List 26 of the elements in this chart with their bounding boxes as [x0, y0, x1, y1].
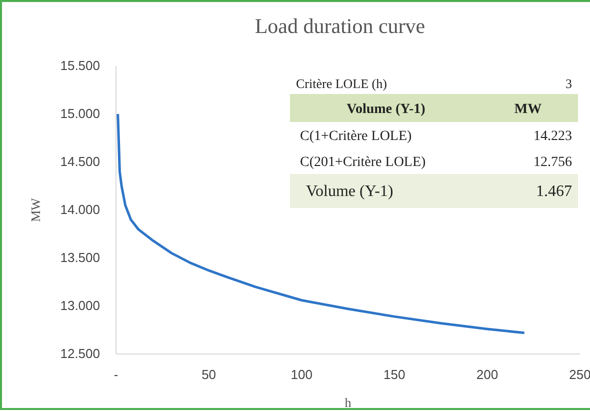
- y-tick-label: 12.500: [60, 346, 100, 362]
- x-tick-label: 100: [290, 367, 312, 382]
- x-tick-label: 200: [476, 367, 498, 382]
- y-tick-label: 15.500: [60, 58, 100, 74]
- annotation: MW: [514, 102, 542, 117]
- x-tick-label: 250: [569, 367, 590, 382]
- y-tick-label: 14.500: [60, 154, 100, 170]
- y-tick-label: 15.000: [60, 106, 100, 122]
- y-axis-title: MW: [28, 197, 43, 222]
- chart-title: Load duration curve: [254, 14, 426, 38]
- x-tick-label: 150: [384, 367, 406, 382]
- x-tick-label: -: [114, 367, 118, 382]
- x-tick-label: 50: [202, 367, 216, 382]
- annotation: C(1+Critère LOLE): [300, 129, 412, 144]
- annotation: 3: [566, 76, 572, 91]
- x-axis-title: h: [344, 395, 352, 410]
- y-tick-label: 13.500: [60, 250, 100, 266]
- y-tick-label: 14.000: [60, 202, 100, 218]
- annotation: Critère LOLE (h): [296, 76, 387, 91]
- annotation: Volume (Y-1): [346, 102, 426, 117]
- annotation: Volume (Y-1): [306, 183, 394, 200]
- annotation: 1.467: [536, 183, 572, 200]
- annotation: 14.223: [534, 129, 572, 144]
- annotation: C(201+Critère LOLE): [300, 155, 426, 170]
- y-tick-label: 13.000: [60, 298, 100, 314]
- annotation: 12.756: [534, 155, 572, 170]
